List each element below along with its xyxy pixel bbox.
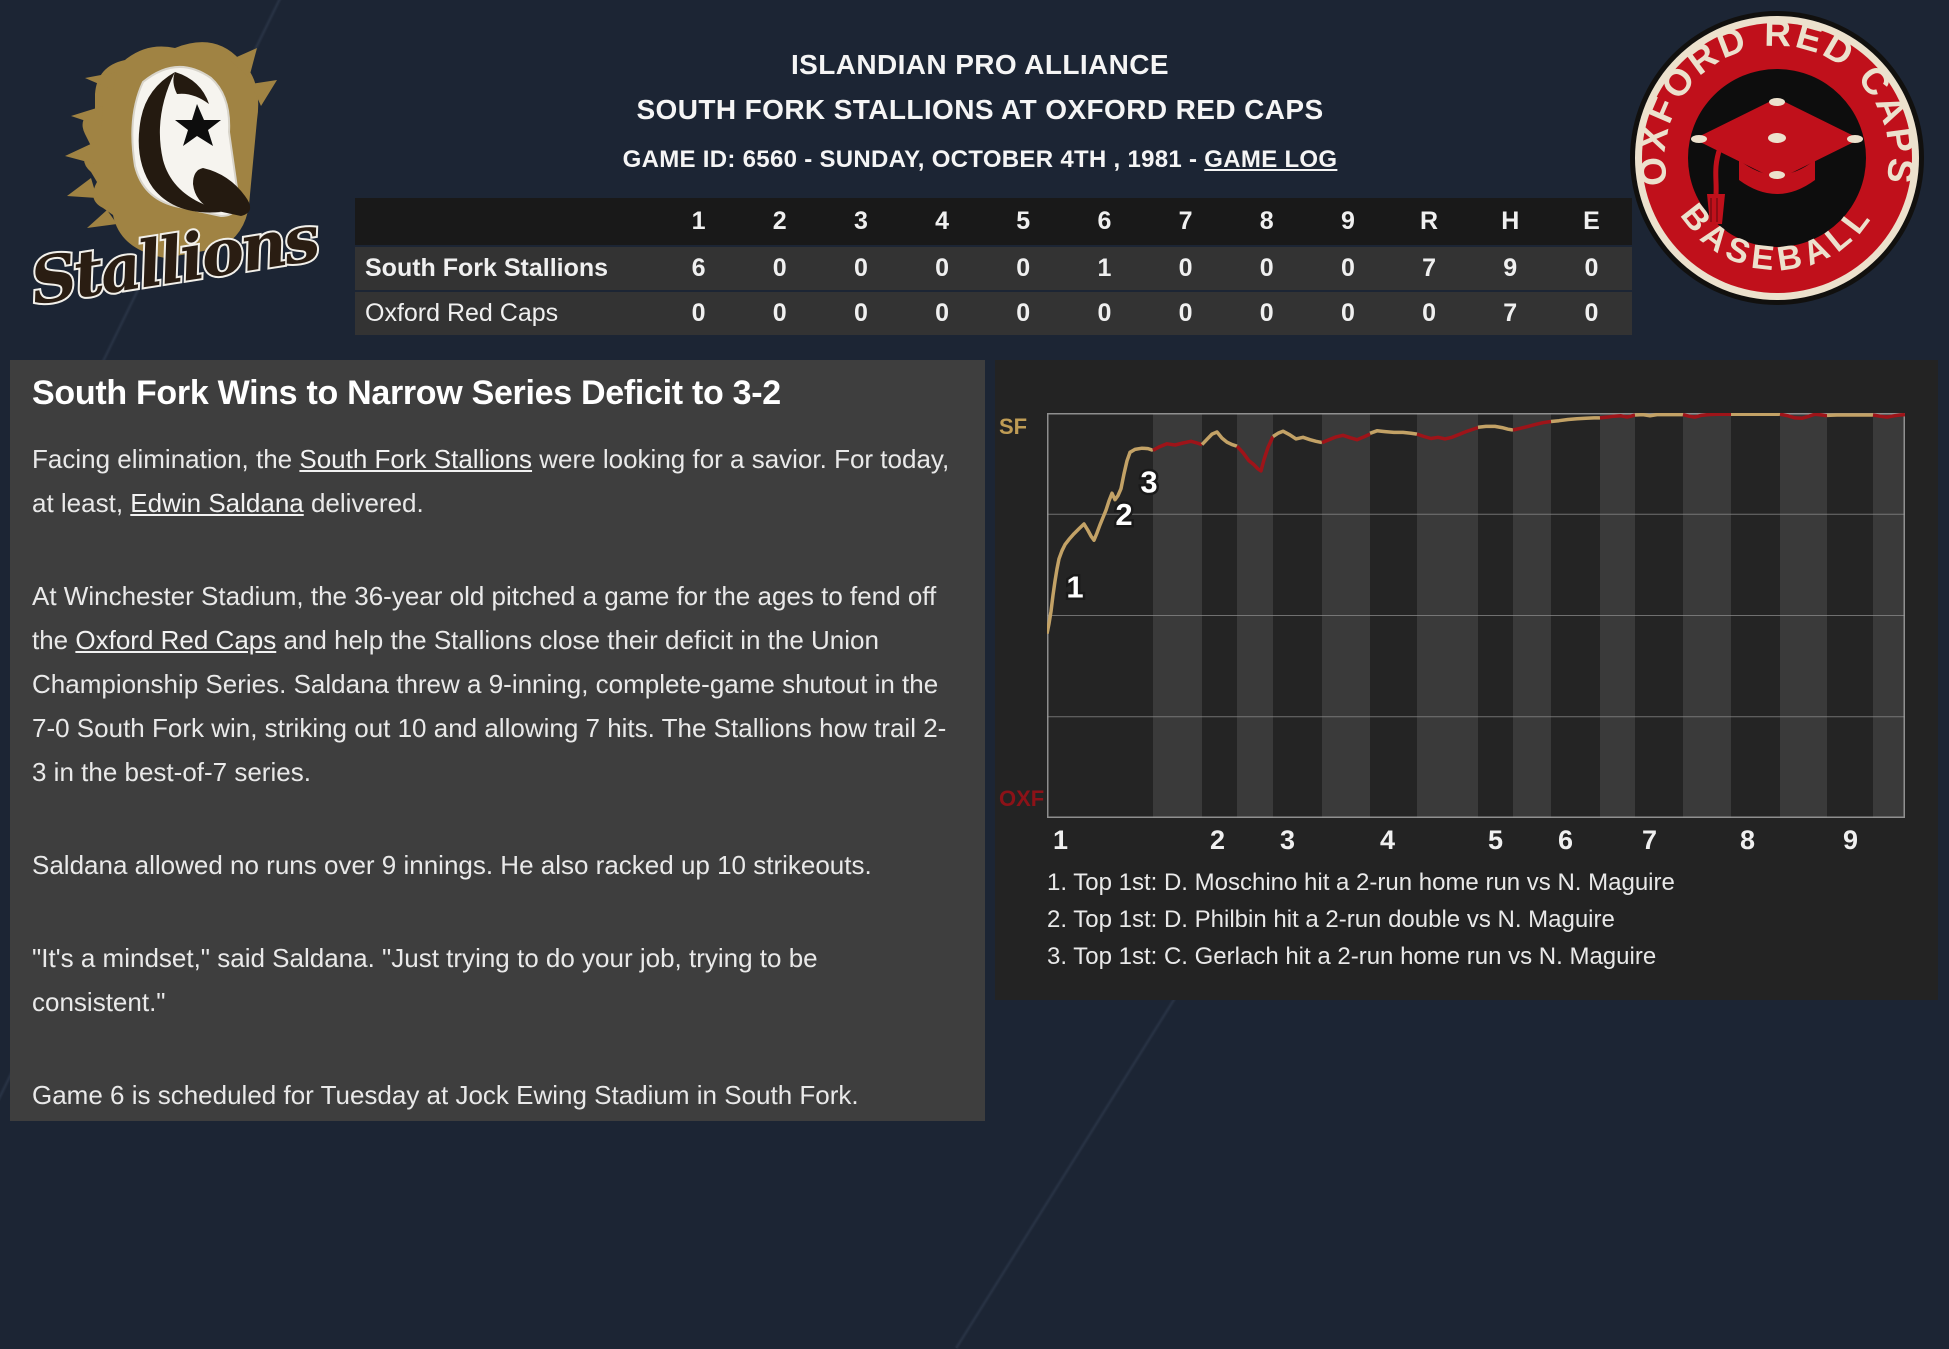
inning-header-cell: R: [1420, 207, 1439, 235]
inning-header-cell: 2: [772, 207, 787, 235]
score-cell: 0: [1178, 254, 1193, 282]
entity-link[interactable]: South Fork Stallions: [299, 444, 533, 474]
score-cell: 0: [1340, 254, 1355, 282]
score-cell: 0: [1097, 299, 1112, 327]
article-paragraph: "It's a mindset," said Saldana. "Just tr…: [32, 936, 951, 1024]
score-cell: 9: [1503, 254, 1518, 282]
chart-event-note: 1. Top 1st: D. Moschino hit a 2-run home…: [1047, 869, 1675, 896]
svg-text:4: 4: [1380, 825, 1395, 855]
y-axis-label-oxf: OXF: [999, 786, 1045, 811]
entity-link[interactable]: Edwin Saldana: [130, 488, 304, 518]
score-cell: 1: [1097, 254, 1112, 282]
redcaps-badge-icon: OXFORD RED CAPS BASEBALL: [1630, 11, 1924, 305]
inning-header-cell: 9: [1340, 207, 1355, 235]
svg-text:9: 9: [1843, 825, 1858, 855]
svg-text:7: 7: [1642, 825, 1657, 855]
score-cell: 0: [1016, 254, 1031, 282]
inning-header-cell: 7: [1178, 207, 1193, 235]
svg-text:2: 2: [1210, 825, 1225, 855]
redcaps-logo[interactable]: OXFORD RED CAPS BASEBALL: [1622, 8, 1932, 308]
recap-article-panel: South Fork Wins to Narrow Series Deficit…: [10, 360, 985, 1121]
score-cell: 0: [1259, 254, 1274, 282]
svg-text:3: 3: [1280, 825, 1295, 855]
svg-text:8: 8: [1740, 825, 1755, 855]
matchup-title: SOUTH FORK STALLIONS AT OXFORD RED CAPS: [636, 94, 1324, 125]
league-title: ISLANDIAN PRO ALLIANCE: [791, 49, 1169, 80]
inning-header-cell: 5: [1016, 207, 1031, 235]
article-text: "It's a mindset," said Saldana. "Just tr…: [32, 943, 818, 1017]
background-streak: [954, 990, 1181, 1349]
line-score-table: 1 2 3 4 5 6 7 8 9 R H E South Fork Stallions 6 0 0 0 0 1 0 0…: [355, 198, 1632, 335]
score-cell: 0: [1422, 299, 1437, 327]
score-cell: 7: [1422, 254, 1437, 282]
score-cell: 0: [1259, 299, 1274, 327]
game-info-line: GAME ID: 6560 - SUNDAY, OCTOBER 4TH , 19…: [330, 146, 1630, 174]
score-cell: 0: [1340, 299, 1355, 327]
chart-event-list: 1. Top 1st: D. Moschino hit a 2-run home…: [1047, 864, 1675, 975]
article-text: At Winchester Stadium, the 36-year old p…: [32, 581, 937, 655]
score-cell: 0: [853, 254, 868, 282]
game-log-link[interactable]: GAME LOG: [1204, 146, 1338, 173]
article-headline: South Fork Wins to Narrow Series Deficit…: [32, 374, 781, 412]
y-axis-label-sf: SF: [999, 414, 1028, 439]
team-name-cell[interactable]: South Fork Stallions: [365, 254, 609, 282]
svg-text:2: 2: [1115, 497, 1132, 532]
inning-header-cell: E: [1583, 207, 1600, 235]
score-cell: 0: [772, 299, 787, 327]
score-cell: 0: [1584, 254, 1599, 282]
team-name-cell[interactable]: Oxford Red Caps: [365, 299, 559, 327]
score-cell: 0: [691, 299, 706, 327]
inning-header-cell: 3: [853, 207, 868, 235]
article-paragraph: Facing elimination, the South Fork Stall…: [32, 437, 951, 525]
article-paragraph: At Winchester Stadium, the 36-year old p…: [32, 574, 951, 794]
svg-text:1: 1: [1066, 570, 1083, 605]
score-cell: 7: [1503, 299, 1518, 327]
score-cell: 0: [853, 299, 868, 327]
scoreboard-team-row: South Fork Stallions 6 0 0 0 0 1 0 0 0 7 9 0: [355, 247, 1632, 290]
article-text: Facing elimination, the: [32, 444, 300, 474]
score-cell: 0: [1584, 299, 1599, 327]
svg-text:5: 5: [1488, 825, 1503, 855]
inning-header-cell: 6: [1097, 207, 1112, 235]
score-cell: 0: [1016, 299, 1031, 327]
stallions-logo[interactable]: Stallions: [23, 20, 335, 322]
inning-header-cell: 4: [935, 207, 950, 235]
score-cell: 0: [772, 254, 787, 282]
entity-link[interactable]: Oxford Red Caps: [75, 625, 277, 655]
score-cell: 0: [935, 254, 950, 282]
inning-header-cell: H: [1501, 207, 1520, 235]
article-paragraph: Game 6 is scheduled for Tuesday at Jock …: [32, 1073, 951, 1117]
game-info-text: GAME ID: 6560 - SUNDAY, OCTOBER 4TH , 19…: [622, 146, 1205, 173]
article-paragraph: Saldana allowed no runs over 9 innings. …: [32, 843, 951, 887]
article-body: Facing elimination, the South Fork Stall…: [32, 437, 951, 1117]
article-text: were looking for a savior. For today, at…: [32, 444, 950, 518]
inning-header-cell: 8: [1259, 207, 1274, 235]
article-text: Saldana allowed no runs over 9 innings. …: [32, 850, 872, 880]
svg-text:6: 6: [1558, 825, 1573, 855]
game-header: ISLANDIAN PRO ALLIANCE SOUTH FORK STALLI…: [330, 50, 1630, 174]
scoreboard-header-row: 1 2 3 4 5 6 7 8 9 R H E: [355, 198, 1632, 245]
chart-event-note: 3. Top 1st: C. Gerlach hit a 2-run home …: [1047, 943, 1657, 970]
article-text: delivered.: [303, 488, 424, 518]
scoreboard-team-row: Oxford Red Caps 0 0 0 0 0 0 0 0 0 0 7 0: [355, 292, 1632, 335]
graduation-cap-icon: [1691, 98, 1863, 224]
svg-text:1: 1: [1053, 825, 1068, 855]
article-text: Game 6 is scheduled for Tuesday at Jock …: [32, 1080, 859, 1110]
article-text: and help the Stallions close their defic…: [32, 625, 947, 787]
score-cell: 6: [691, 254, 706, 282]
chart-event-note: 2. Top 1st: D. Philbin hit a 2-run doubl…: [1047, 906, 1615, 933]
score-cell: 0: [1178, 299, 1193, 327]
inning-header-cell: 1: [691, 207, 706, 235]
svg-text:3: 3: [1140, 464, 1157, 499]
score-cell: 0: [935, 299, 950, 327]
stallions-horse-icon: Stallions: [23, 42, 326, 322]
